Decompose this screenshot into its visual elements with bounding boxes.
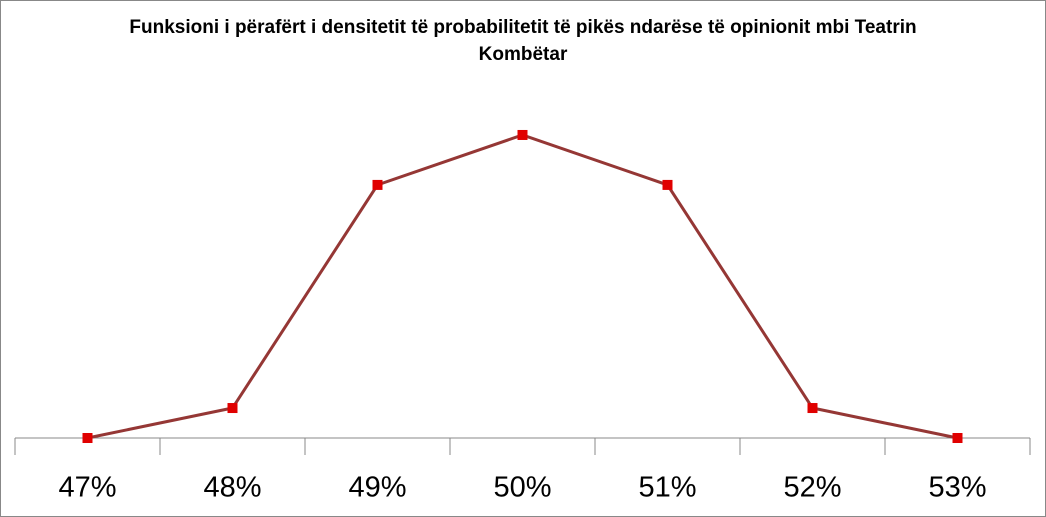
x-tick-label: 48%: [203, 472, 261, 504]
marker: [807, 403, 818, 414]
marker: [517, 129, 528, 140]
x-tick-label: 49%: [348, 472, 406, 504]
marker: [952, 433, 963, 443]
x-tick-label: 47%: [58, 472, 116, 504]
x-tick-label: 53%: [928, 472, 986, 504]
chart-title: Funksioni i përafërt i densitetit të pro…: [129, 17, 917, 65]
marker: [82, 433, 93, 443]
marker: [662, 179, 673, 190]
marker: [372, 179, 383, 190]
line: [87, 133, 958, 440]
marker: [227, 403, 238, 414]
x-tick-label: 51%: [638, 472, 696, 504]
x-tick-label: 52%: [783, 472, 841, 504]
x-tick-label: 50%: [493, 472, 551, 504]
